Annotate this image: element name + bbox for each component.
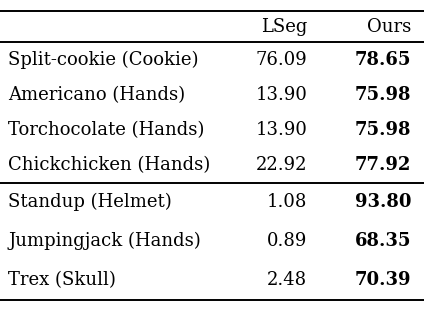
Text: LSeg: LSeg <box>261 17 307 36</box>
Text: 0.89: 0.89 <box>267 232 307 250</box>
Text: 70.39: 70.39 <box>355 271 411 289</box>
Text: 13.90: 13.90 <box>256 121 307 139</box>
Text: 2.48: 2.48 <box>267 271 307 289</box>
Text: 78.65: 78.65 <box>355 51 411 69</box>
Text: 93.80: 93.80 <box>355 193 411 211</box>
Text: Trex (Skull): Trex (Skull) <box>8 271 116 289</box>
Text: 75.98: 75.98 <box>355 121 411 139</box>
Text: Ours: Ours <box>367 17 411 36</box>
Text: Torchocolate (Hands): Torchocolate (Hands) <box>8 121 205 139</box>
Text: Jumpingjack (Hands): Jumpingjack (Hands) <box>8 232 201 250</box>
Text: Standup (Helmet): Standup (Helmet) <box>8 193 172 211</box>
Text: 77.92: 77.92 <box>355 156 411 174</box>
Text: 13.90: 13.90 <box>256 86 307 104</box>
Text: 1.08: 1.08 <box>267 193 307 211</box>
Text: 76.09: 76.09 <box>256 51 307 69</box>
Text: 68.35: 68.35 <box>355 232 411 250</box>
Text: 22.92: 22.92 <box>256 156 307 174</box>
Text: 75.98: 75.98 <box>355 86 411 104</box>
Text: Americano (Hands): Americano (Hands) <box>8 86 186 104</box>
Text: Split-cookie (Cookie): Split-cookie (Cookie) <box>8 51 199 69</box>
Text: Chickchicken (Hands): Chickchicken (Hands) <box>8 156 211 174</box>
